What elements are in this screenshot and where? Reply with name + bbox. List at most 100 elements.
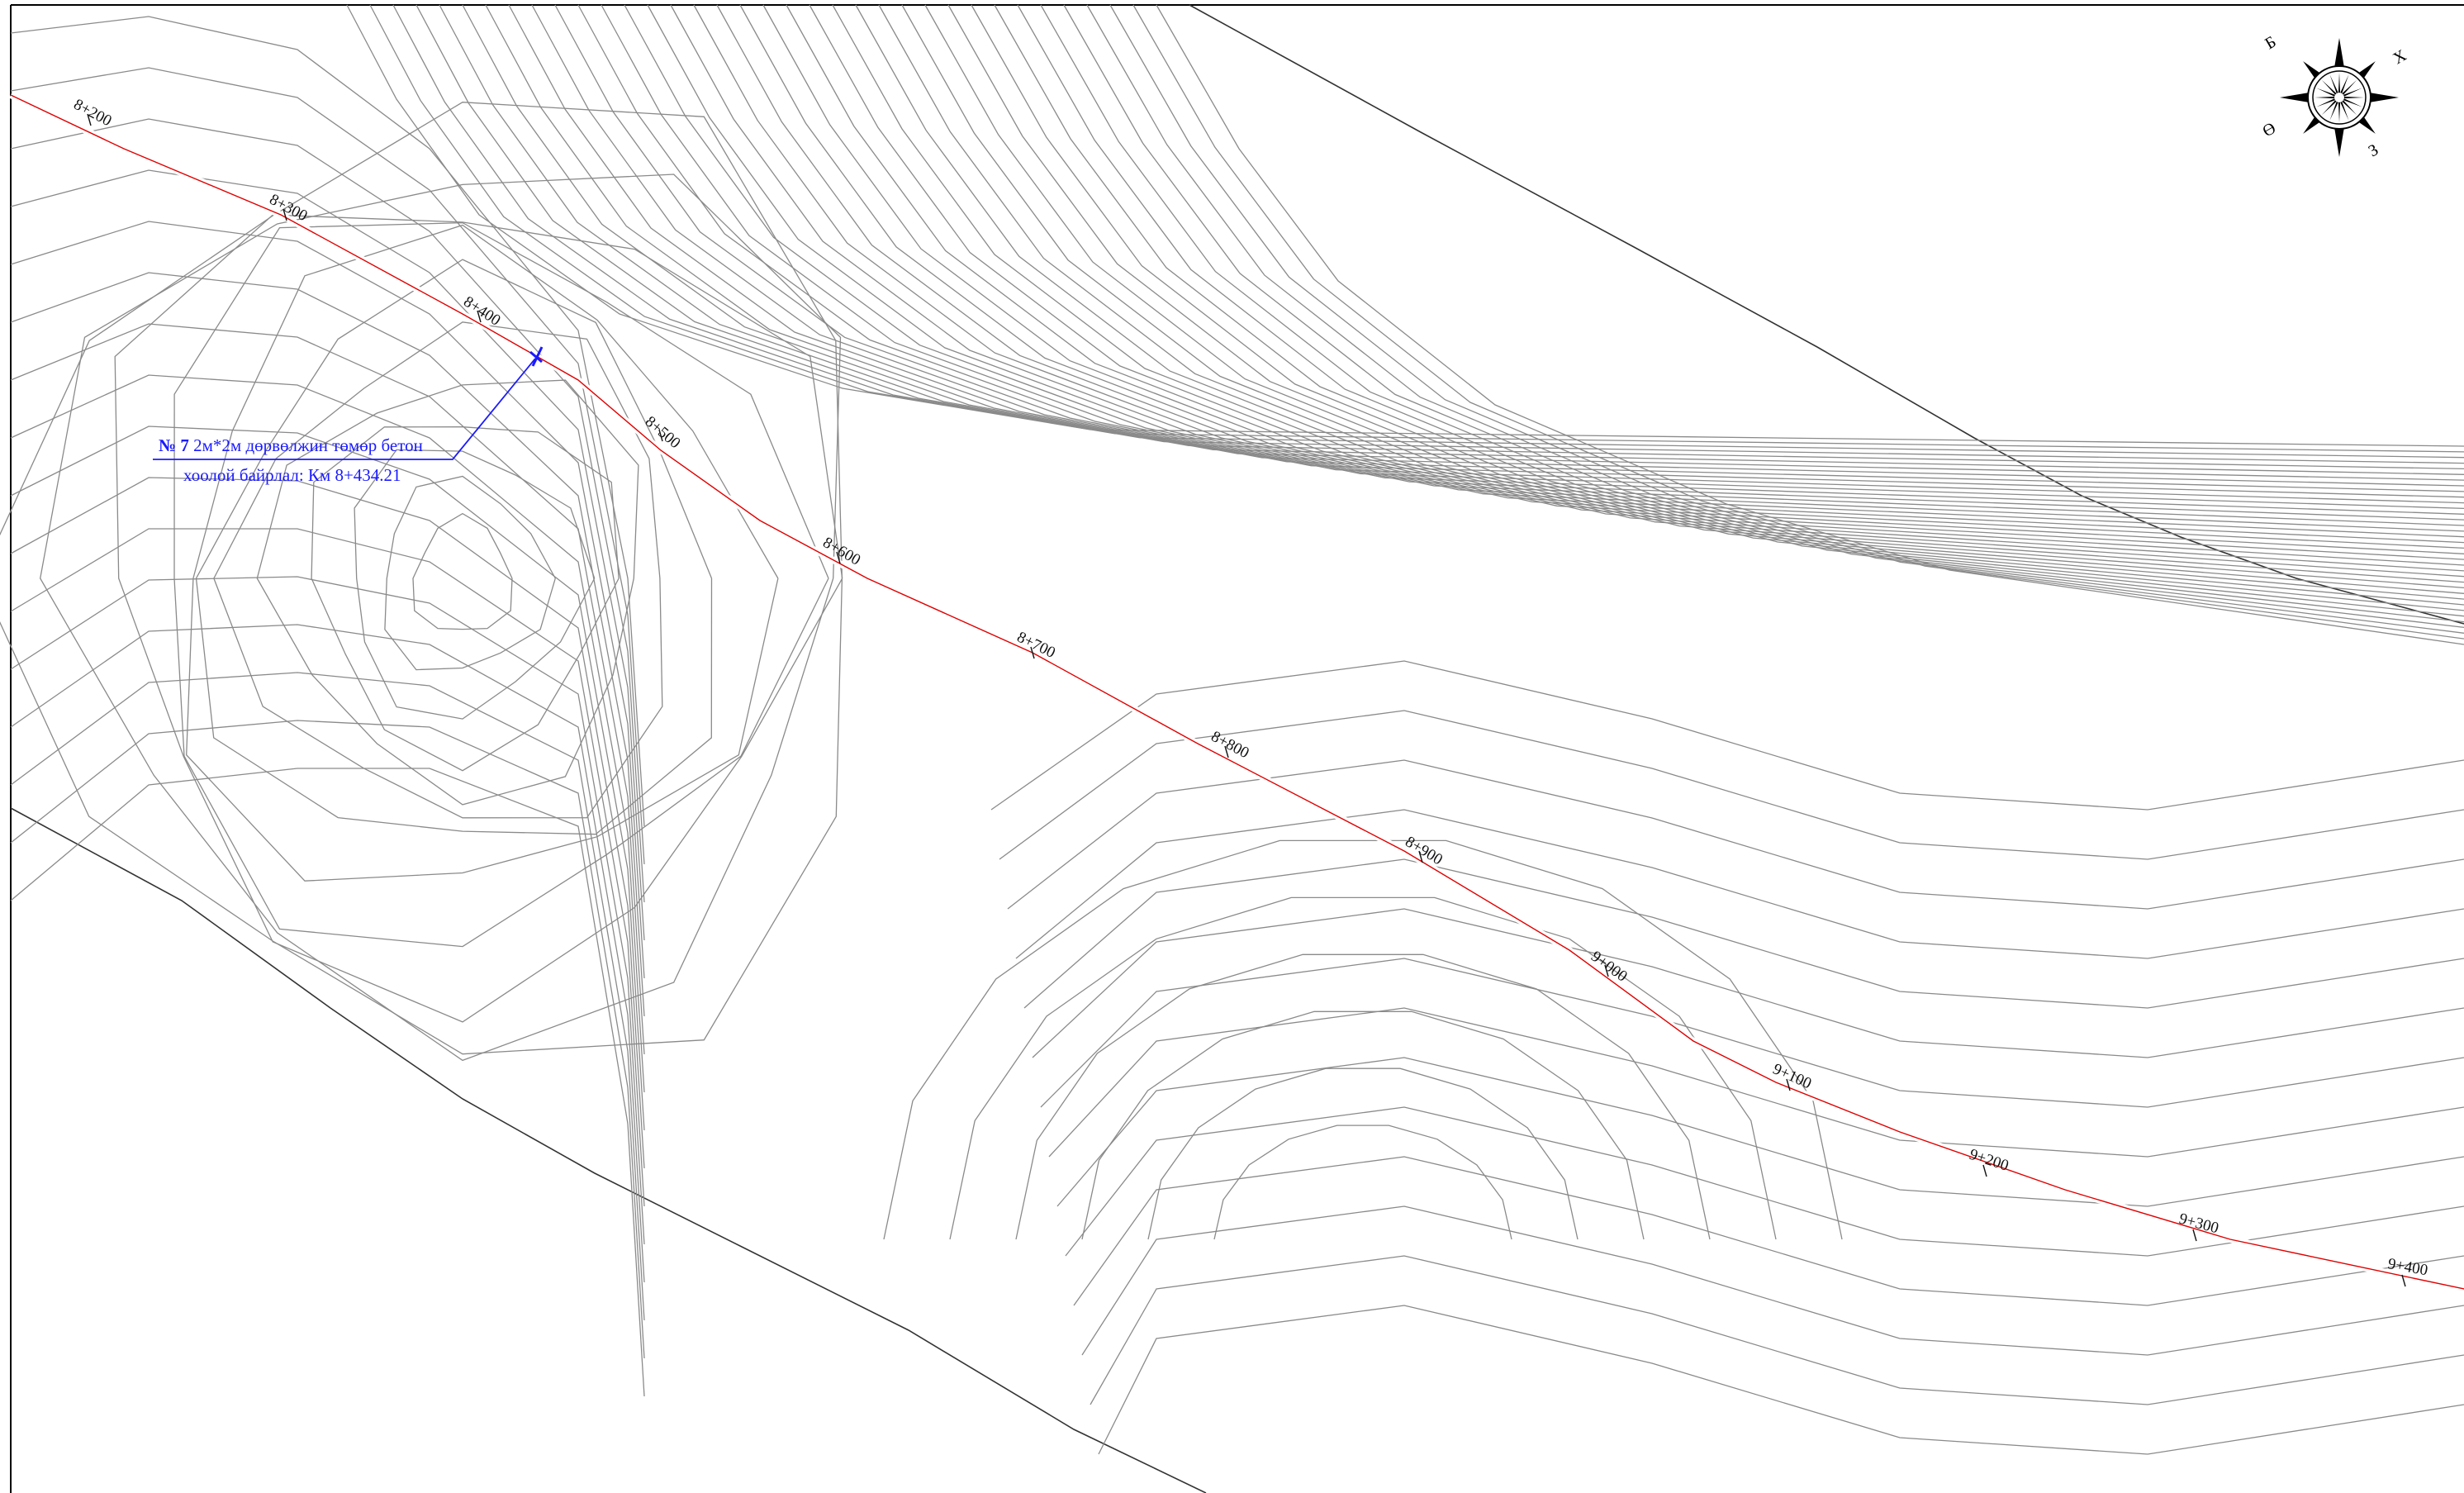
- compass-rose: Х Б Ө З: [2260, 33, 2410, 161]
- contour-line: [10, 624, 645, 1283]
- contour-line: [577, 4, 2464, 504]
- contour-line: [10, 426, 645, 1131]
- contour-line: [1213, 1125, 1512, 1240]
- contour-line: [1007, 759, 2464, 910]
- contour-line: [670, 4, 2464, 526]
- contour-line: [10, 528, 645, 1207]
- contour-line: [1056, 1057, 2464, 1207]
- chainage-tick: [1418, 850, 1423, 863]
- contour-line: [1032, 908, 2464, 1058]
- contour-line: [1098, 1305, 2464, 1455]
- chainage-tick: [1786, 1078, 1791, 1091]
- contour-line: [554, 4, 2464, 498]
- chainage-tick: [2192, 1229, 2197, 1242]
- chainage-labels: 8+2008+3008+4008+5008+6008+7008+8008+900…: [71, 96, 2429, 1287]
- chainage-tick: [87, 113, 92, 126]
- contour-line: [883, 839, 1843, 1240]
- contour-line: [994, 4, 2464, 606]
- contour-line: [10, 169, 645, 941]
- contour-line: [947, 4, 2464, 594]
- compass-icon: [2280, 38, 2399, 157]
- contour-line: [1063, 4, 2464, 623]
- contour-line: [10, 272, 645, 1017]
- contour-line: [693, 4, 2464, 532]
- contour-line: [10, 768, 645, 1397]
- contour-line: [1040, 958, 2464, 1108]
- contour-line: [1147, 1067, 1579, 1240]
- contour-line: [716, 4, 2464, 538]
- contour-line: [173, 221, 829, 948]
- contour-line: [624, 4, 2464, 515]
- contour-line: [10, 374, 645, 1093]
- contour-line: [1109, 4, 2464, 634]
- culvert-callout: № 7 2м*2м дөрвөлжин төмөр бетон хоолой б…: [153, 358, 536, 485]
- contour-line: [809, 4, 2464, 560]
- chainage-tick: [282, 208, 287, 221]
- chainage-tick: [477, 310, 482, 323]
- drawing-frame: [10, 4, 2464, 1493]
- contour-line: [949, 896, 1777, 1240]
- culvert-description: 2м*2м дөрвөлжин төмөр бетон: [189, 435, 423, 455]
- contour-line: [647, 4, 2464, 521]
- chainage-tick: [1030, 646, 1035, 659]
- contour-line: [971, 4, 2464, 600]
- boundary-lower-left: [10, 807, 1207, 1493]
- culvert-number: № 7: [159, 435, 189, 455]
- chainage-tick: [658, 429, 663, 442]
- compass-east: З: [2366, 140, 2382, 160]
- contour-line: [739, 4, 2464, 544]
- compass-south: Ө: [2260, 119, 2280, 140]
- contour-line: [439, 4, 2464, 470]
- contour-line: [346, 4, 2464, 447]
- chainage-tick: [2401, 1274, 2406, 1287]
- road-edge: [10, 93, 2464, 1291]
- culvert-marker: [529, 346, 544, 367]
- contour-line: [855, 4, 2464, 572]
- contour-line: [901, 4, 2464, 583]
- contour-line: [1086, 4, 2464, 629]
- contour-line: [1132, 4, 2464, 640]
- contour-line: [924, 4, 2464, 589]
- callout-line-1: № 7 2м*2м дөрвөлжин төмөр бетон: [159, 435, 423, 455]
- contour-line: [1015, 953, 1711, 1240]
- compass-west: Б: [2262, 33, 2280, 54]
- chainage-tick: [1224, 745, 1229, 758]
- contour-line: [1040, 4, 2464, 617]
- chainage-label-9+200: 9+200: [1967, 1146, 2011, 1175]
- contour-line: [1081, 1205, 2464, 1356]
- contour-line: [311, 426, 620, 772]
- contour-line: [531, 4, 2464, 492]
- boundary-upper-right: [1189, 4, 2464, 625]
- road-lane: [9, 92, 2464, 1292]
- chainage-tick: [1982, 1164, 1987, 1177]
- contour-line: [195, 259, 713, 835]
- contour-line: [10, 221, 645, 979]
- contour-line: [1048, 1007, 2464, 1158]
- chainage-tick: [1604, 964, 1609, 977]
- contour-line: [1156, 4, 2464, 645]
- callout-line-2: хоолой байрлал: Км 8+434.21: [183, 465, 401, 485]
- contour-line: [601, 4, 2464, 510]
- survey-boundary: [10, 4, 2464, 1493]
- contour-line: [1065, 1106, 2464, 1257]
- contour-line: [1015, 809, 2464, 959]
- contour-line: [10, 672, 645, 1321]
- contour-line: [114, 214, 843, 1023]
- contour-line: [40, 174, 842, 1062]
- contour-line: [762, 4, 2464, 549]
- contour-line: [1023, 858, 2464, 1009]
- contour-line: [354, 449, 596, 720]
- contour-line: [878, 4, 2464, 578]
- contour-line: [392, 4, 2464, 459]
- callout-leader: [153, 358, 536, 460]
- contour-line: [1073, 1156, 2464, 1306]
- contour-line: [10, 67, 645, 865]
- compass-north: Х: [2390, 46, 2410, 69]
- chainage-tick: [836, 551, 841, 564]
- contour-line: [10, 16, 645, 827]
- contour-line: [256, 379, 639, 806]
- contour-line: [412, 512, 513, 630]
- contour-line: [485, 4, 2464, 481]
- road-centerline: [10, 94, 2464, 1290]
